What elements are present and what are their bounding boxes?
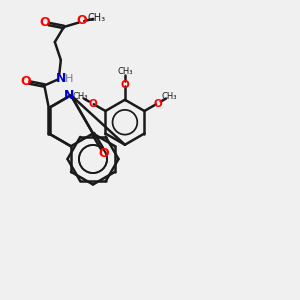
Text: N: N bbox=[56, 71, 66, 85]
Text: O: O bbox=[88, 98, 97, 109]
Text: N: N bbox=[64, 89, 75, 102]
Text: O: O bbox=[121, 80, 129, 90]
Text: CH₃: CH₃ bbox=[117, 67, 133, 76]
Text: O: O bbox=[40, 16, 50, 29]
Text: CH₃: CH₃ bbox=[161, 92, 177, 101]
Text: H: H bbox=[65, 74, 73, 84]
Text: O: O bbox=[98, 146, 109, 160]
Text: CH₃: CH₃ bbox=[88, 13, 106, 23]
Text: O: O bbox=[153, 98, 162, 109]
Text: CH₃: CH₃ bbox=[73, 92, 88, 101]
Text: O: O bbox=[20, 74, 31, 88]
Text: O: O bbox=[76, 14, 86, 28]
